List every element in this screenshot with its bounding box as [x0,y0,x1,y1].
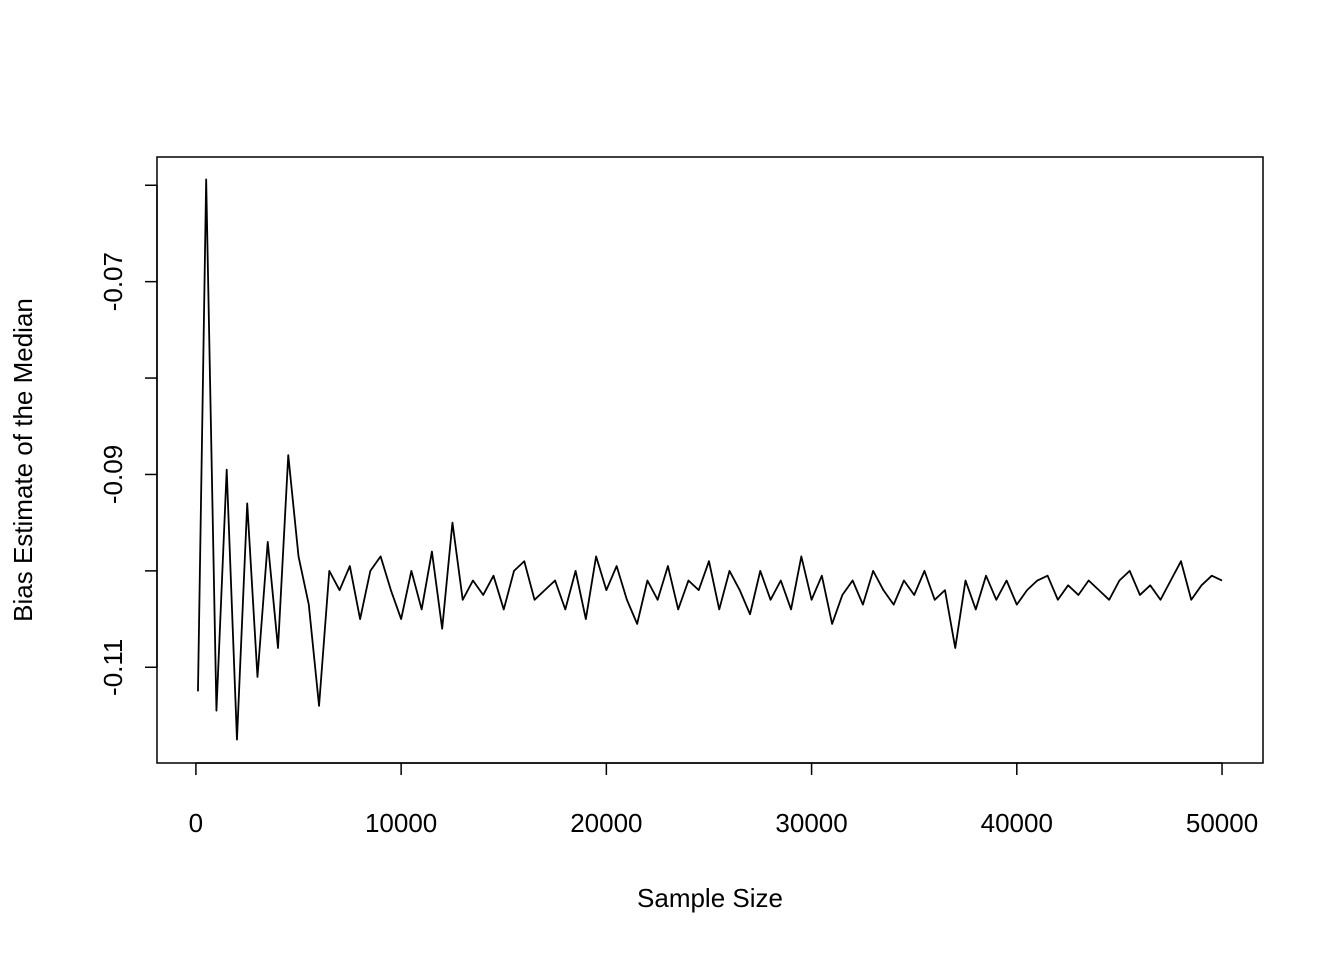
y-tick-label: -0.07 [98,252,128,311]
y-tick-label: -0.09 [98,445,128,504]
x-tick-label: 0 [189,808,203,838]
data-line [197,178,1223,741]
x-tick-label: 30000 [775,808,847,838]
plot-frame [156,156,1264,764]
y-tick-label: -0.11 [98,639,128,696]
x-tick-label: 40000 [981,808,1053,838]
x-tick-label: 20000 [570,808,642,838]
x-axis-title: Sample Size [637,883,783,913]
y-axis-title: Bias Estimate of the Median [8,298,38,622]
x-tick-label: 10000 [365,808,437,838]
x-tick-label: 50000 [1186,808,1258,838]
